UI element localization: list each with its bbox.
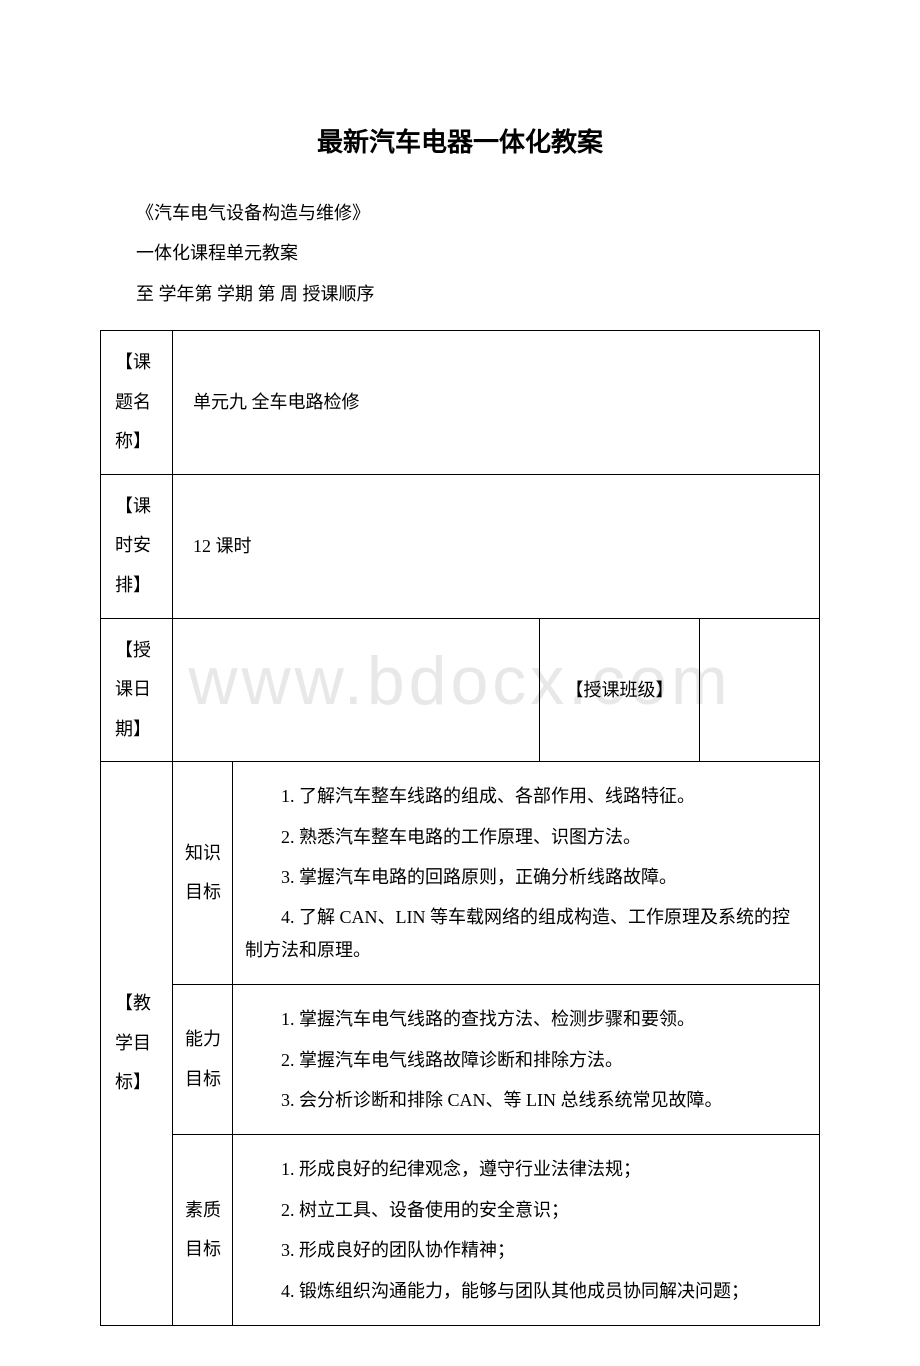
knowledge-goals-cell: 1. 了解汽车整车线路的组成、各部作用、线路特征。 2. 熟悉汽车整车电路的工作… bbox=[233, 762, 820, 985]
ability-goal-2: 2. 掌握汽车电气线路故障诊断和排除方法。 bbox=[245, 1040, 807, 1080]
ability-goal-1: 1. 掌握汽车电气线路的查找方法、检测步骤和要领。 bbox=[245, 999, 807, 1039]
quality-goal-4: 4. 锻炼组织沟通能力，能够与团队其他成员协同解决问题； bbox=[245, 1271, 807, 1311]
knowledge-goal-2: 2. 熟悉汽车整车电路的工作原理、识图方法。 bbox=[245, 817, 807, 857]
knowledge-label: 知识目标 bbox=[185, 834, 224, 913]
quality-label: 素质目标 bbox=[185, 1191, 224, 1270]
intro-line-3: 至 学年第 学期 第 周 授课顺序 bbox=[100, 278, 820, 310]
date-value-cell bbox=[173, 618, 540, 762]
table-row-knowledge-goals: 【教学目标】 知识目标 1. 了解汽车整车线路的组成、各部作用、线路特征。 2.… bbox=[101, 762, 820, 985]
goals-label: 【教学目标】 bbox=[115, 984, 164, 1103]
table-row-topic: 【课题名称】 单元九 全车电路检修 bbox=[101, 330, 820, 474]
date-label-cell: 【授课日期】 bbox=[101, 618, 173, 762]
quality-goal-2: 2. 树立工具、设备使用的安全意识； bbox=[245, 1190, 807, 1230]
topic-value-cell: 单元九 全车电路检修 bbox=[173, 330, 820, 474]
quality-goal-3: 3. 形成良好的团队协作精神； bbox=[245, 1230, 807, 1270]
hours-value-cell: 12 课时 bbox=[173, 474, 820, 618]
date-label: 【授课日期】 bbox=[115, 631, 164, 750]
topic-label-cell: 【课题名称】 bbox=[101, 330, 173, 474]
knowledge-goal-3: 3. 掌握汽车电路的回路原则，正确分析线路故障。 bbox=[245, 857, 807, 897]
goals-label-cell: 【教学目标】 bbox=[101, 762, 173, 1326]
hours-label: 【课时安排】 bbox=[115, 487, 164, 606]
ability-label-cell: 能力目标 bbox=[173, 985, 233, 1135]
document-title: 最新汽车电器一体化教案 bbox=[100, 120, 820, 167]
table-row-ability-goals: 能力目标 1. 掌握汽车电气线路的查找方法、检测步骤和要领。 2. 掌握汽车电气… bbox=[101, 985, 820, 1135]
ability-goals-cell: 1. 掌握汽车电气线路的查找方法、检测步骤和要领。 2. 掌握汽车电气线路故障诊… bbox=[233, 985, 820, 1135]
hours-label-cell: 【课时安排】 bbox=[101, 474, 173, 618]
quality-goals-cell: 1. 形成良好的纪律观念，遵守行业法律法规； 2. 树立工具、设备使用的安全意识… bbox=[233, 1135, 820, 1326]
knowledge-goal-1: 1. 了解汽车整车线路的组成、各部作用、线路特征。 bbox=[245, 776, 807, 816]
knowledge-goal-4: 4. 了解 CAN、LIN 等车载网络的组成构造、工作原理及系统的控制方法和原理… bbox=[245, 897, 807, 970]
ability-label: 能力目标 bbox=[185, 1020, 224, 1099]
quality-goal-1: 1. 形成良好的纪律观念，遵守行业法律法规； bbox=[245, 1149, 807, 1189]
class-label-cell: 【授课班级】 bbox=[540, 618, 700, 762]
intro-line-1: 《汽车电气设备构造与维修》 bbox=[100, 197, 820, 229]
knowledge-label-cell: 知识目标 bbox=[173, 762, 233, 985]
table-row-hours: 【课时安排】 12 课时 bbox=[101, 474, 820, 618]
topic-label: 【课题名称】 bbox=[115, 343, 164, 462]
quality-label-cell: 素质目标 bbox=[173, 1135, 233, 1326]
table-row-quality-goals: 素质目标 1. 形成良好的纪律观念，遵守行业法律法规； 2. 树立工具、设备使用… bbox=[101, 1135, 820, 1326]
ability-goal-3: 3. 会分析诊断和排除 CAN、等 LIN 总线系统常见故障。 bbox=[245, 1080, 807, 1120]
lesson-plan-table: 【课题名称】 单元九 全车电路检修 【课时安排】 12 课时 【授课日期】 【授… bbox=[100, 330, 820, 1326]
table-row-date-class: 【授课日期】 【授课班级】 bbox=[101, 618, 820, 762]
intro-line-2: 一体化课程单元教案 bbox=[100, 237, 820, 269]
class-value-cell bbox=[700, 618, 820, 762]
